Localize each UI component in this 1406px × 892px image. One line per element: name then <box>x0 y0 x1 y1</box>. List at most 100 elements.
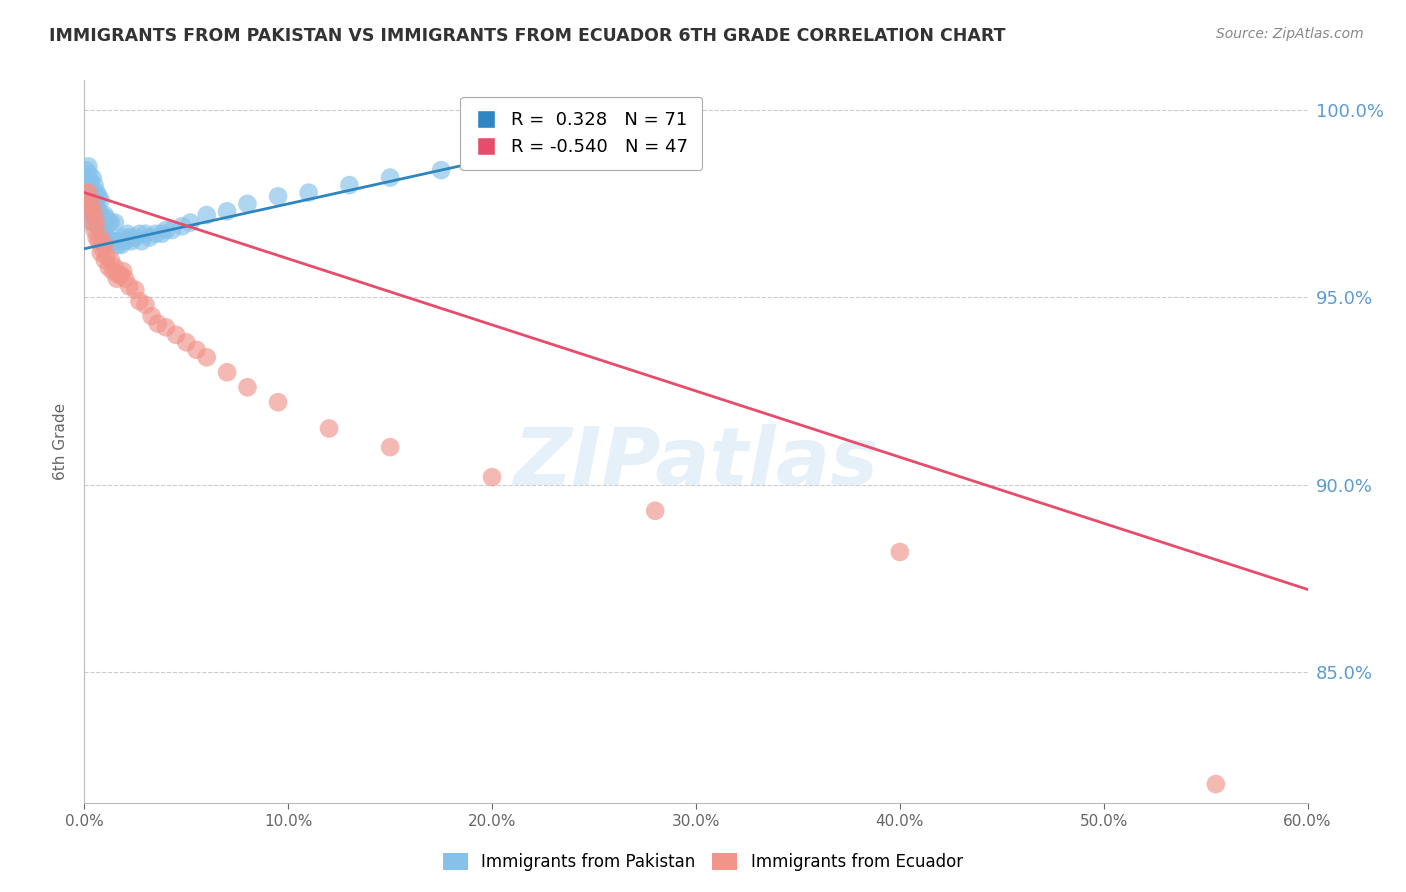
Point <box>174 335 197 350</box>
Point <box>583 152 606 166</box>
Point <box>79 193 101 207</box>
Point <box>114 234 136 248</box>
Point <box>145 227 167 241</box>
Point <box>101 234 124 248</box>
Point <box>75 186 97 200</box>
Point <box>128 227 150 241</box>
Point <box>90 208 112 222</box>
Point <box>86 186 108 200</box>
Point <box>115 227 138 241</box>
Point <box>82 170 104 185</box>
Point <box>75 163 97 178</box>
Text: Source: ZipAtlas.com: Source: ZipAtlas.com <box>1216 27 1364 41</box>
Point <box>150 227 173 241</box>
Point <box>236 196 259 211</box>
Point <box>79 204 101 219</box>
Point <box>131 234 153 248</box>
Point <box>82 215 104 229</box>
Point <box>77 160 100 174</box>
Point <box>90 193 112 207</box>
Point <box>93 208 115 222</box>
Point <box>79 196 101 211</box>
Point <box>186 343 208 357</box>
Point <box>96 230 118 244</box>
Y-axis label: 6th Grade: 6th Grade <box>53 403 69 480</box>
Point <box>79 186 101 200</box>
Point <box>114 271 136 285</box>
Point <box>110 268 132 282</box>
Point <box>165 327 187 342</box>
Point <box>91 242 114 256</box>
Point <box>77 201 100 215</box>
Point <box>124 283 146 297</box>
Point <box>90 223 112 237</box>
Point <box>75 170 97 185</box>
Point <box>128 294 150 309</box>
Legend: Immigrants from Pakistan, Immigrants from Ecuador: Immigrants from Pakistan, Immigrants fro… <box>434 845 972 880</box>
Point <box>77 167 100 181</box>
Point <box>112 230 135 244</box>
Point <box>97 260 120 275</box>
Point <box>217 204 239 219</box>
Point <box>267 189 290 203</box>
Point <box>155 320 177 334</box>
Point <box>298 186 321 200</box>
Point <box>86 215 108 229</box>
Point <box>339 178 361 193</box>
Point <box>120 234 142 248</box>
Point <box>83 208 105 222</box>
Point <box>108 268 131 282</box>
Point <box>83 178 105 193</box>
Point <box>82 186 104 200</box>
Point <box>135 298 157 312</box>
Point <box>77 186 100 200</box>
Point <box>141 309 163 323</box>
Point <box>97 215 120 229</box>
Point <box>155 223 177 237</box>
Point <box>481 470 503 484</box>
Point <box>217 365 239 379</box>
Point <box>79 174 101 188</box>
Point <box>236 380 259 394</box>
Point <box>110 238 132 252</box>
Point <box>100 252 122 267</box>
Point <box>105 238 128 252</box>
Point <box>100 234 122 248</box>
Legend: R =  0.328   N = 71, R = -0.540   N = 47: R = 0.328 N = 71, R = -0.540 N = 47 <box>460 96 703 170</box>
Point <box>75 178 97 193</box>
Point <box>644 504 666 518</box>
Point <box>75 193 97 207</box>
Point <box>138 230 160 244</box>
Point <box>97 234 120 248</box>
Point <box>108 234 131 248</box>
Point <box>179 215 201 229</box>
Point <box>79 208 101 222</box>
Point <box>380 440 402 454</box>
Point <box>160 223 183 237</box>
Point <box>87 234 110 248</box>
Point <box>86 215 108 229</box>
Point <box>87 219 110 234</box>
Point <box>1205 777 1227 791</box>
Point <box>77 196 100 211</box>
Point <box>96 211 118 226</box>
Point <box>77 189 100 203</box>
Point <box>82 201 104 215</box>
Point <box>90 230 112 244</box>
Point <box>267 395 290 409</box>
Point <box>430 163 453 178</box>
Point <box>380 170 402 185</box>
Point <box>83 223 105 237</box>
Point <box>93 238 115 252</box>
Point <box>96 249 118 263</box>
Point <box>87 204 110 219</box>
Point <box>112 264 135 278</box>
Point <box>104 234 127 248</box>
Point <box>195 208 218 222</box>
Point <box>75 186 97 200</box>
Point <box>118 279 141 293</box>
Point <box>104 260 127 275</box>
Point <box>82 201 104 215</box>
Point <box>124 230 146 244</box>
Point <box>90 245 112 260</box>
